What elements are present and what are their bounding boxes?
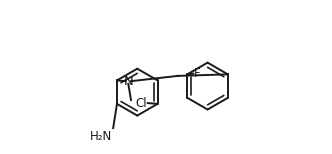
Text: F: F: [194, 67, 201, 80]
Text: H₂N: H₂N: [90, 130, 113, 143]
Text: N: N: [124, 75, 133, 88]
Text: Cl: Cl: [135, 97, 147, 110]
